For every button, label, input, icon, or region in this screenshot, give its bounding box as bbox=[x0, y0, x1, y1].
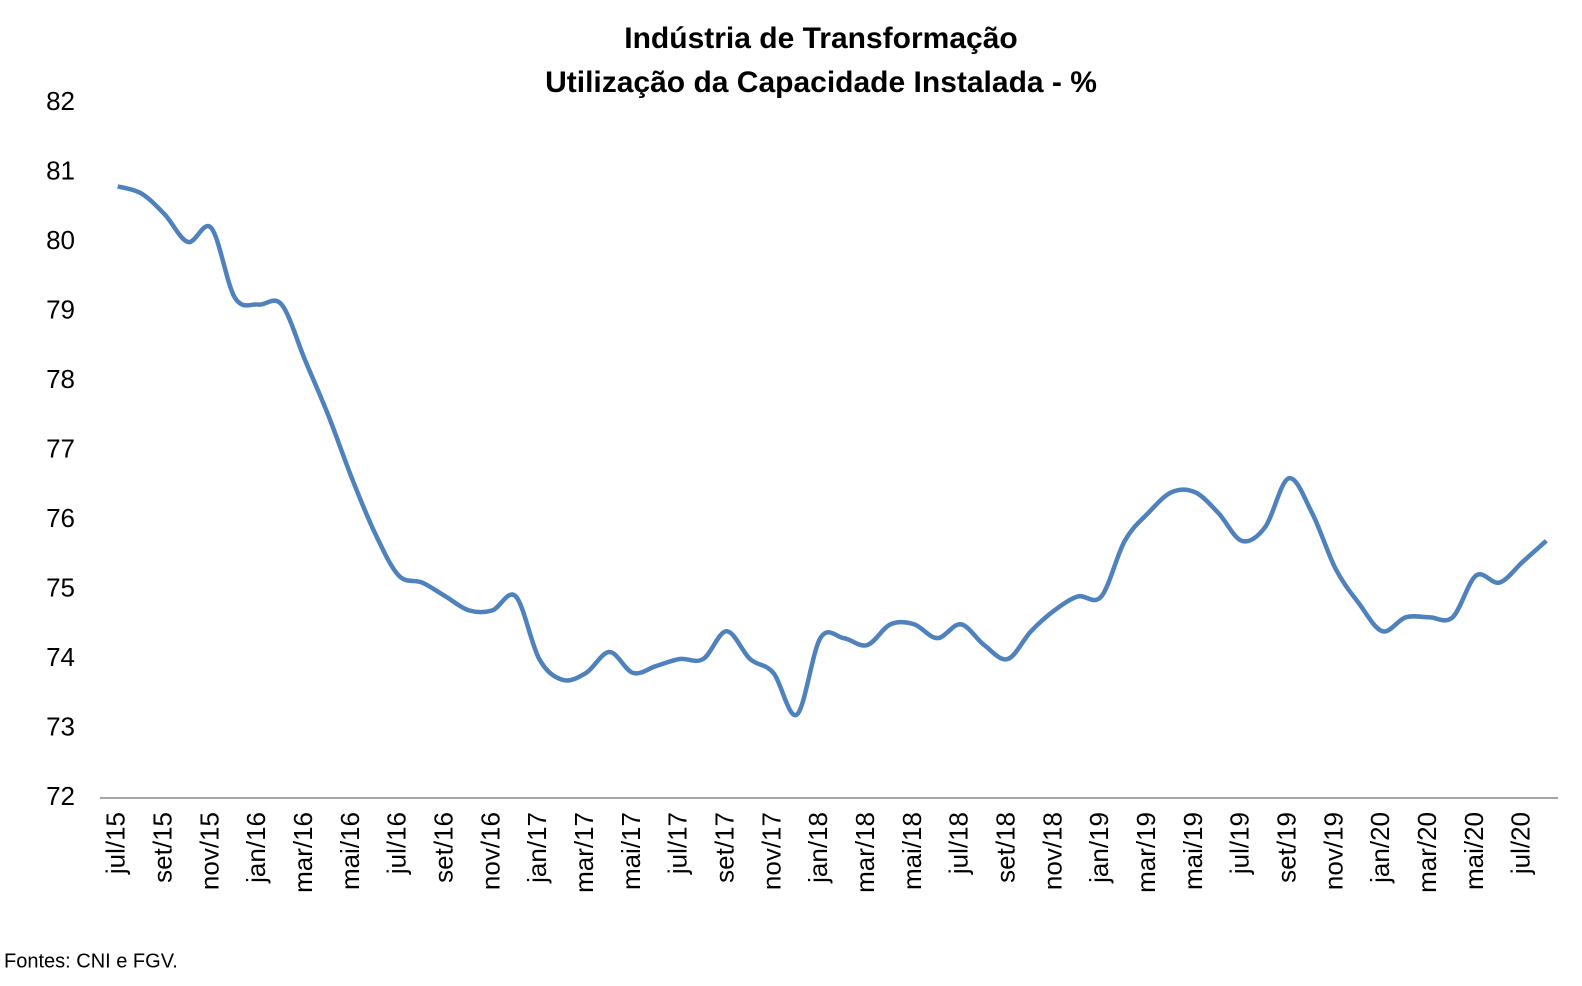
x-tick-label: set/15 bbox=[147, 812, 177, 883]
x-tick-label: jan/16 bbox=[241, 812, 271, 884]
x-tick-label: nov/15 bbox=[194, 812, 224, 890]
y-tick-label: 76 bbox=[46, 503, 75, 533]
x-tick-label: jul/19 bbox=[1225, 812, 1255, 875]
x-tick-label: jul/20 bbox=[1506, 812, 1536, 875]
x-tick-label: mai/20 bbox=[1459, 812, 1489, 890]
y-tick-label: 74 bbox=[46, 642, 75, 672]
x-tick-label: set/16 bbox=[428, 812, 458, 883]
y-tick-label: 82 bbox=[46, 86, 75, 116]
y-tick-label: 79 bbox=[46, 294, 75, 324]
x-tick-label: mai/16 bbox=[335, 812, 365, 890]
chart-subtitle: Utilização da Capacidade Instalada - % bbox=[545, 66, 1097, 99]
x-tick-label: nov/19 bbox=[1318, 812, 1348, 890]
y-tick-label: 80 bbox=[46, 225, 75, 255]
x-tick-label: set/18 bbox=[991, 812, 1021, 883]
y-tick-label: 73 bbox=[46, 711, 75, 741]
x-tick-label: mai/19 bbox=[1178, 812, 1208, 890]
x-tick-label: mar/20 bbox=[1412, 812, 1442, 893]
y-tick-label: 72 bbox=[46, 781, 75, 811]
y-tick-label: 77 bbox=[46, 433, 75, 463]
x-tick-label: jul/16 bbox=[382, 812, 412, 875]
x-tick-label: mar/16 bbox=[288, 812, 318, 893]
x-tick-label: mar/19 bbox=[1131, 812, 1161, 893]
x-tick-label: jul/15 bbox=[101, 812, 131, 875]
x-tick-label: jan/17 bbox=[522, 812, 552, 884]
data-line bbox=[117, 184, 1548, 718]
x-tick-label: set/17 bbox=[709, 812, 739, 883]
y-tick-label: 75 bbox=[46, 572, 75, 602]
x-tick-label: nov/17 bbox=[756, 812, 786, 890]
x-tick-label: jul/18 bbox=[944, 812, 974, 875]
source-note: Fontes: CNI e FGV. bbox=[4, 950, 178, 972]
x-tick-label: mai/18 bbox=[897, 812, 927, 890]
x-tick-label: jan/19 bbox=[1084, 812, 1114, 884]
y-tick-label: 81 bbox=[46, 155, 75, 185]
chart-title: Indústria de Transformação bbox=[624, 22, 1017, 55]
x-tick-label: set/19 bbox=[1272, 812, 1302, 883]
x-tick-label: mar/18 bbox=[850, 812, 880, 893]
x-tick-label: mar/17 bbox=[569, 812, 599, 893]
x-tick-label: jan/18 bbox=[803, 812, 833, 884]
x-tick-label: nov/16 bbox=[475, 812, 505, 890]
x-tick-label: jan/20 bbox=[1365, 812, 1395, 884]
x-tick-label: jul/17 bbox=[663, 812, 693, 875]
x-tick-label: nov/18 bbox=[1037, 812, 1067, 890]
x-tick-label: mai/17 bbox=[616, 812, 646, 890]
y-tick-label: 78 bbox=[46, 364, 75, 394]
